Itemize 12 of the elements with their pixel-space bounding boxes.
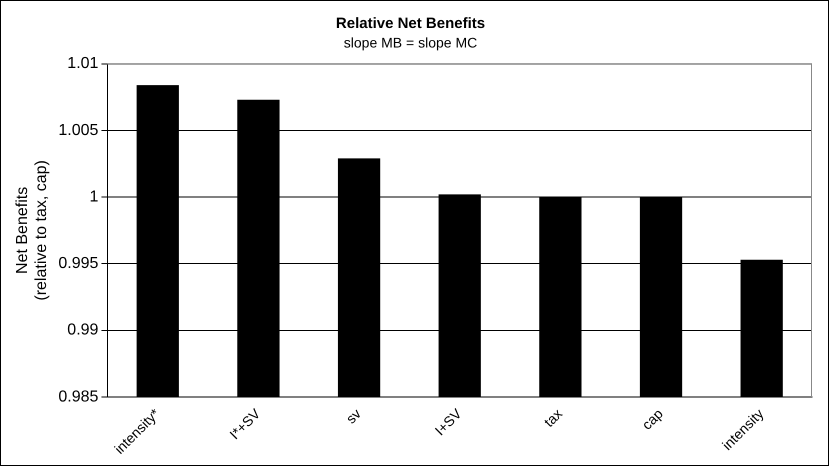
y-tick-label: 0.99: [67, 322, 99, 339]
x-tick-label: sv: [342, 405, 364, 427]
x-tick-label: tax: [540, 405, 566, 430]
y-tick-label: 1.005: [58, 122, 99, 139]
y-tick-label: 0.985: [58, 388, 99, 406]
y-axis-title: Net Benefits (relative to tax, cap): [14, 160, 50, 301]
chart-subtitle: slope MB = slope MC: [344, 34, 478, 50]
y-tick-label: 1.01: [67, 55, 99, 72]
y-tick-label: 0.995: [58, 255, 99, 272]
y-tick-label: 1: [90, 188, 99, 206]
x-tick-label: cap: [638, 405, 666, 433]
chart-title: Relative Net Benefits: [336, 15, 486, 32]
